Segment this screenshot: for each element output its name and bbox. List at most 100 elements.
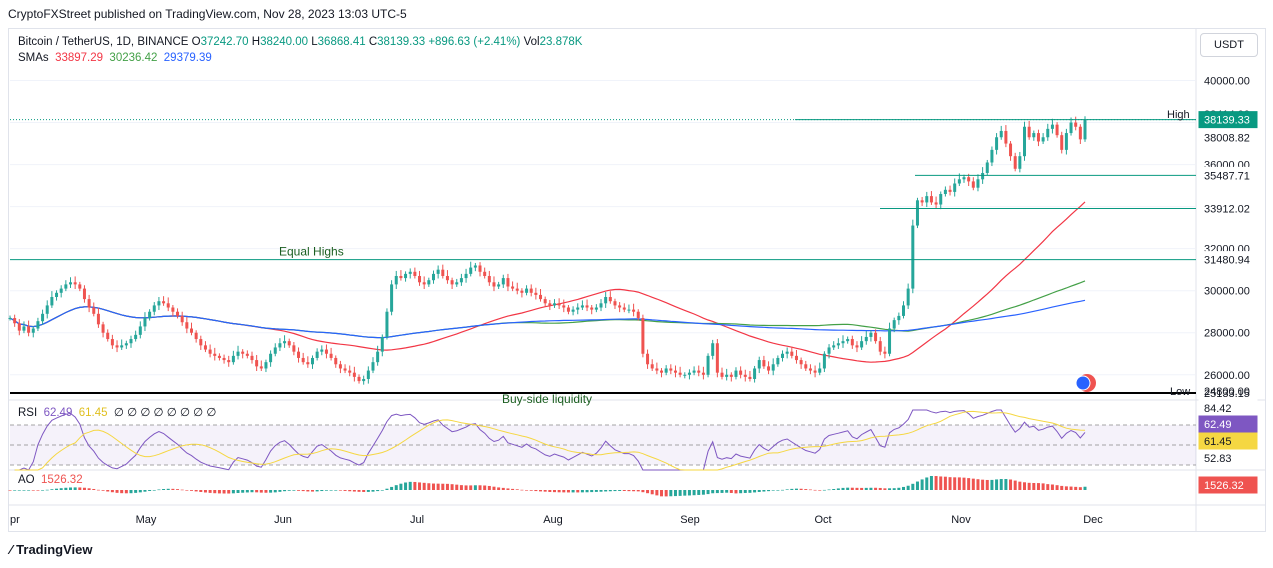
y-tick-label: 40000.00 xyxy=(1204,76,1250,88)
ao-bar xyxy=(832,489,836,490)
candle-body xyxy=(501,278,505,285)
candle-body xyxy=(22,326,26,331)
candle-body xyxy=(757,360,761,369)
candle-body xyxy=(678,372,682,375)
low-label: L xyxy=(311,36,318,48)
candle-body xyxy=(902,305,906,316)
candle-body xyxy=(599,303,603,308)
candle-body xyxy=(241,351,245,354)
candle-body xyxy=(273,347,277,354)
ao-bar xyxy=(594,490,598,492)
ao-bar xyxy=(860,487,864,490)
low-value: 24800.00 xyxy=(1204,386,1250,398)
ao-bar xyxy=(552,490,556,493)
tradingview-icon: ⁄ xyxy=(10,542,13,557)
candle-body xyxy=(101,324,105,333)
candle-body xyxy=(455,282,459,285)
chart-frame xyxy=(8,28,1266,532)
candle-body xyxy=(1060,135,1064,150)
candle-body xyxy=(743,374,747,377)
candle-body xyxy=(394,275,398,285)
ao-bar xyxy=(585,490,589,493)
ao-bar xyxy=(999,479,1003,490)
annotation-buy-side-liquidity: Buy-side liquidity xyxy=(502,392,592,406)
candle-body xyxy=(306,362,310,365)
candle-body xyxy=(222,357,226,361)
candle-body xyxy=(269,353,273,363)
ao-bar xyxy=(455,484,459,490)
rsi-value-tag-box xyxy=(1198,415,1258,433)
candle-body xyxy=(673,370,677,373)
candle-body xyxy=(138,326,142,335)
candle-body xyxy=(539,294,543,300)
ao-bar xyxy=(902,486,906,490)
currency-button[interactable]: USDT xyxy=(1200,33,1258,57)
ao-bar xyxy=(874,487,878,490)
candle-body xyxy=(1069,122,1073,134)
candle-body xyxy=(767,366,771,371)
ao-bar xyxy=(17,490,21,491)
ao-bar xyxy=(953,477,957,490)
rsi-ma-tag: 61.45 xyxy=(1204,436,1232,448)
candle-body xyxy=(664,368,668,373)
candle-body xyxy=(68,282,72,285)
candle-body xyxy=(552,303,556,306)
ao-bar xyxy=(1069,486,1073,490)
candle-body xyxy=(995,137,999,150)
ao-bar xyxy=(627,490,631,492)
candle-body xyxy=(627,309,631,311)
ao-bar xyxy=(338,490,342,491)
ao-bar xyxy=(660,490,664,497)
candle-body xyxy=(157,301,161,306)
candle-body xyxy=(324,349,328,354)
ao-bar xyxy=(911,483,915,490)
price-tag-1-box xyxy=(1198,129,1258,147)
x-tick-label: Jul xyxy=(410,514,424,526)
candle-body xyxy=(943,189,947,195)
candle-body xyxy=(176,311,180,316)
candle-body xyxy=(808,368,812,371)
ao-bar xyxy=(571,490,575,493)
candle-body xyxy=(650,364,654,369)
candle-body xyxy=(385,311,389,337)
candle-body xyxy=(939,194,943,205)
ao-bar xyxy=(301,490,305,492)
candle-body xyxy=(390,284,394,312)
ao-bar xyxy=(366,490,370,492)
candle-body xyxy=(725,374,729,377)
high-label: H xyxy=(251,36,261,48)
candle-body xyxy=(399,275,403,279)
candle-body xyxy=(748,376,752,379)
ao-bar xyxy=(357,490,361,492)
ao-bar xyxy=(203,490,207,493)
legend-sma: SMAs 33897.29 30236.42 29379.39 xyxy=(18,52,212,64)
candle-body xyxy=(794,355,798,361)
candle-body xyxy=(701,372,705,375)
candle-body xyxy=(529,288,533,293)
candle-body xyxy=(762,360,766,367)
candle-body xyxy=(199,339,203,346)
ao-bar xyxy=(36,490,40,491)
ao-bar xyxy=(492,486,496,490)
candle-body xyxy=(427,280,431,285)
candle-body xyxy=(799,360,803,365)
ao-bar xyxy=(362,490,366,492)
ao-bar xyxy=(562,490,566,493)
candle-body xyxy=(836,343,840,346)
ao-bar xyxy=(199,490,203,492)
ao-bar xyxy=(329,490,333,491)
candle-body xyxy=(1064,133,1068,150)
change-value: +896.63 (+2.41%) xyxy=(428,36,521,48)
candle-body xyxy=(557,303,561,306)
candle-body xyxy=(957,179,961,184)
candle-body xyxy=(999,130,1003,138)
ao-bar xyxy=(1036,483,1040,490)
candle-body xyxy=(1009,143,1013,157)
ao-bar xyxy=(757,490,761,492)
ao-bar xyxy=(729,490,733,493)
ao-bar xyxy=(171,488,175,490)
candle-body xyxy=(571,309,575,312)
candle-body xyxy=(590,307,594,310)
candle-body xyxy=(376,351,380,363)
